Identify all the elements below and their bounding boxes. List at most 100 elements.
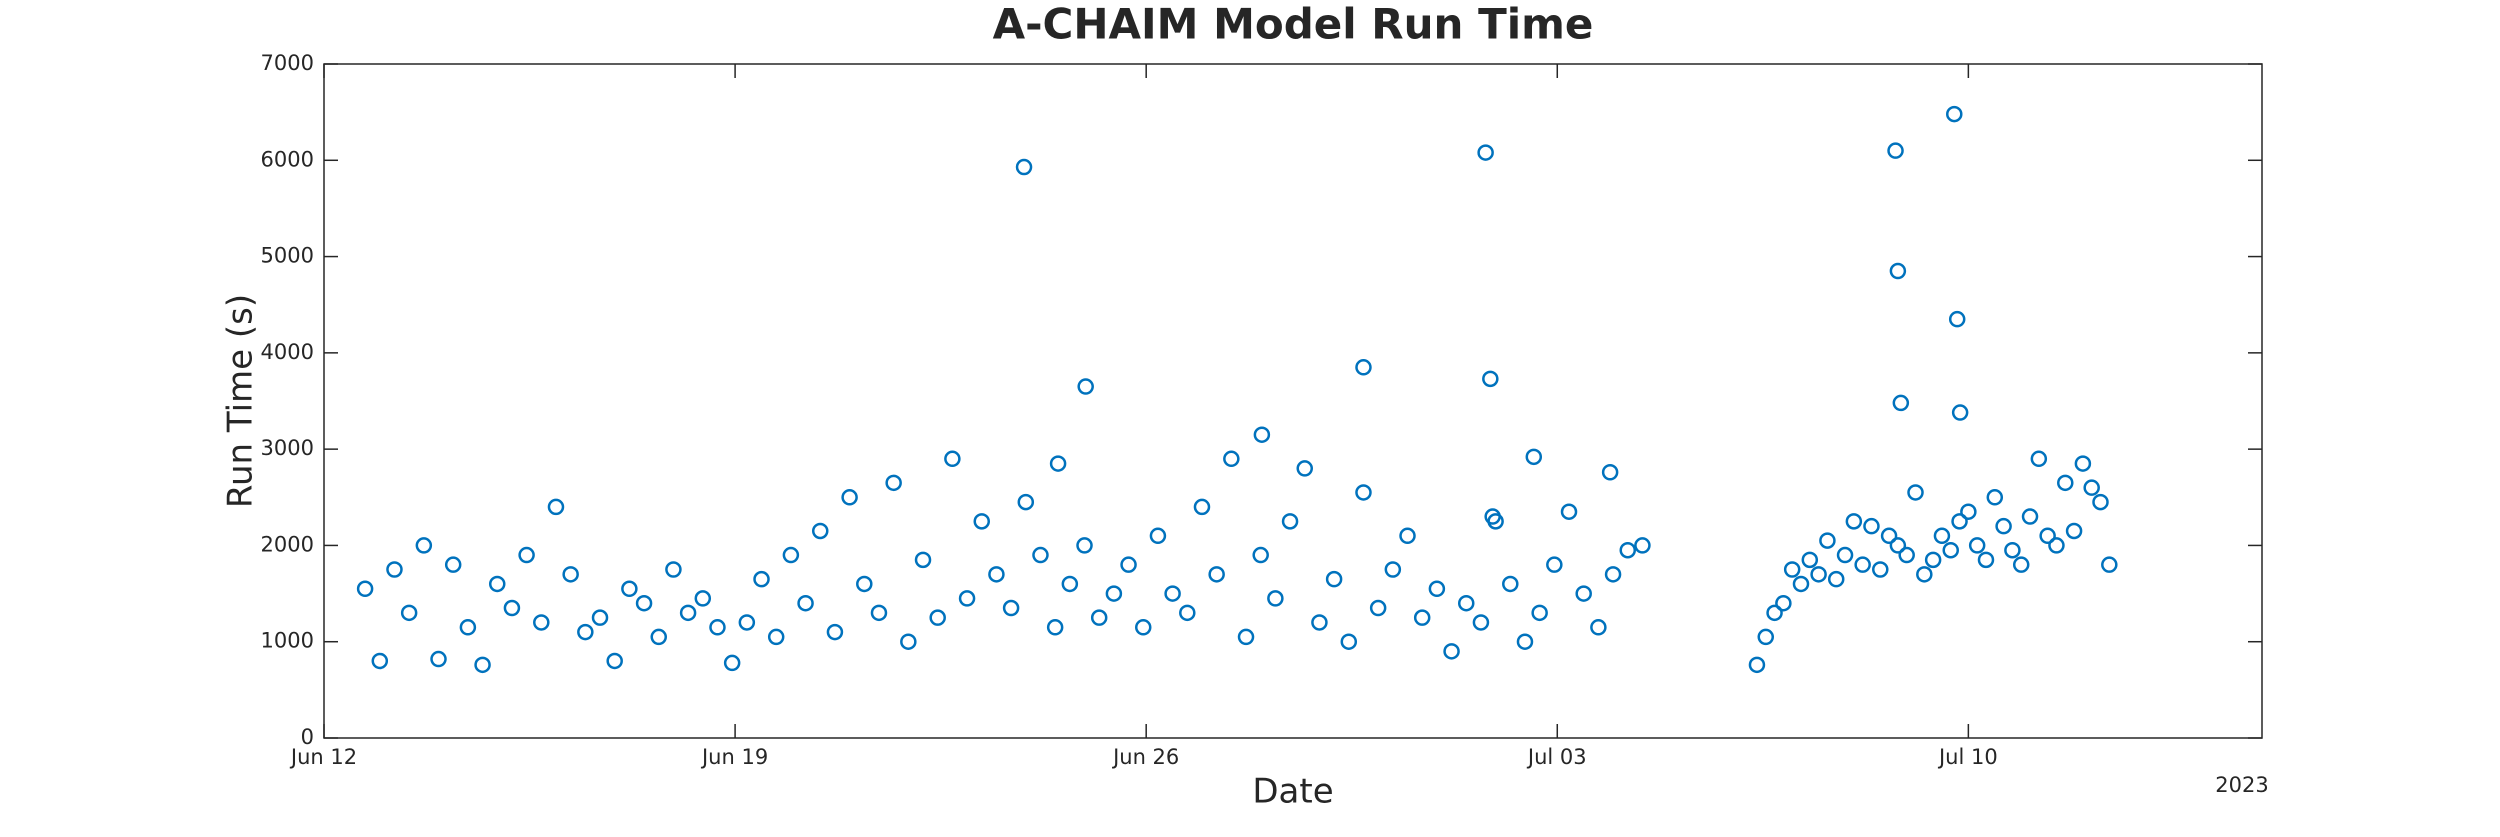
point: [738, 614, 756, 631]
point: [1854, 556, 1871, 573]
point: [1237, 628, 1255, 646]
point: [709, 619, 726, 636]
point: [1516, 633, 1534, 650]
point: [1836, 546, 1854, 564]
point: [1960, 503, 1977, 520]
point: [430, 650, 447, 668]
point: [856, 575, 873, 593]
point: [782, 546, 800, 564]
point: [2057, 474, 2074, 492]
point: [1281, 513, 1299, 530]
point: [1017, 493, 1035, 511]
point: [459, 619, 477, 636]
point: [1076, 537, 1093, 554]
y-tick-label: 5000: [261, 244, 314, 268]
x-tick-label: Jul 03: [1526, 745, 1587, 769]
point: [1369, 599, 1387, 617]
point: [1077, 378, 1094, 395]
point: [841, 489, 858, 506]
point: [753, 570, 770, 588]
point: [988, 566, 1005, 583]
point: [400, 604, 418, 622]
point: [1443, 643, 1460, 660]
point: [2092, 493, 2109, 511]
point: [1775, 594, 1792, 612]
point: [1061, 575, 1079, 593]
point: [2074, 455, 2092, 472]
y-tick-label: 2000: [261, 532, 314, 556]
point: [665, 561, 682, 578]
point: [1575, 585, 1592, 602]
point: [1105, 585, 1123, 602]
point: [2083, 479, 2100, 496]
x-tick-label: Jun 19: [700, 745, 768, 769]
point: [1223, 450, 1240, 468]
point: [1525, 448, 1543, 466]
x-axis-label: Date: [1252, 772, 1333, 812]
point: [1792, 575, 1810, 593]
point: [1951, 513, 1968, 530]
point: [1977, 551, 1995, 569]
point: [1766, 604, 1783, 622]
point: [973, 513, 990, 530]
point: [1252, 546, 1269, 564]
point: [371, 652, 389, 670]
point: [650, 628, 667, 646]
point: [577, 623, 594, 641]
point: [1477, 144, 1494, 161]
point: [1560, 503, 1578, 520]
y-tick-label: 6000: [261, 147, 314, 171]
point: [386, 561, 403, 578]
point: [415, 537, 433, 554]
point: [1819, 532, 1836, 549]
point: [1120, 556, 1137, 573]
point: [2065, 522, 2083, 540]
y-tick-label: 1000: [261, 629, 314, 653]
point: [1046, 619, 1064, 636]
point: [914, 551, 932, 569]
point: [1604, 566, 1622, 583]
point: [1845, 513, 1863, 530]
point: [1942, 541, 1959, 559]
point: [1948, 310, 1966, 328]
point: [1889, 537, 1907, 554]
point: [1484, 508, 1501, 525]
point: [1783, 561, 1801, 578]
point: [1193, 498, 1211, 516]
point: [621, 580, 638, 598]
point: [533, 614, 550, 631]
point: [1907, 484, 1924, 501]
point: [1482, 370, 1499, 388]
point: [1002, 599, 1020, 617]
point: [1916, 566, 1933, 583]
point: [1995, 517, 2012, 535]
x-year-label: 2023: [2215, 773, 2268, 797]
point: [679, 604, 697, 622]
point: [1355, 359, 1372, 376]
point: [1164, 585, 1181, 602]
y-tick-label: 0: [301, 725, 314, 749]
point: [1355, 484, 1372, 501]
point: [694, 590, 712, 607]
point: [606, 652, 623, 670]
point: [1748, 656, 1766, 674]
point: [1634, 537, 1651, 554]
point: [900, 633, 917, 650]
point: [1810, 566, 1827, 583]
point: [1399, 527, 1416, 545]
point: [811, 522, 829, 540]
x-tick-label: Jun 26: [1111, 745, 1179, 769]
point: [2030, 450, 2048, 468]
point: [2039, 527, 2056, 545]
point: [1827, 570, 1845, 588]
point: [1863, 517, 1880, 535]
point: [635, 594, 653, 612]
point: [1311, 614, 1328, 631]
point: [356, 580, 374, 598]
point: [1428, 580, 1446, 598]
point: [591, 609, 609, 626]
point: [1413, 609, 1431, 626]
point: [2004, 541, 2021, 559]
point: [562, 566, 579, 583]
